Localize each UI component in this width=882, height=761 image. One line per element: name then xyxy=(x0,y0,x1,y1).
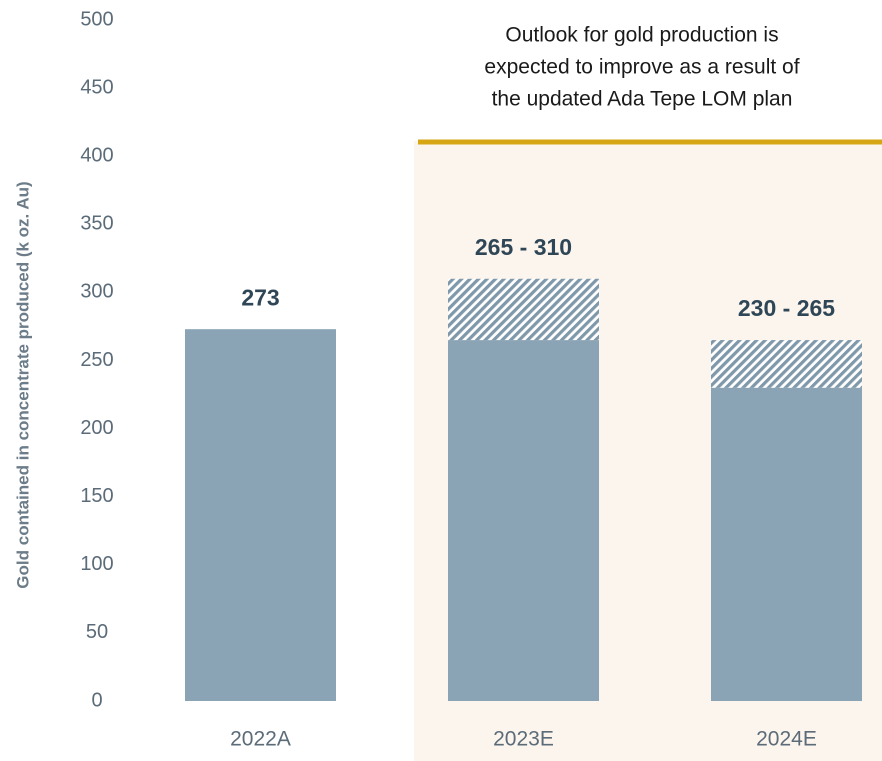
y-tick-label: 450 xyxy=(80,76,113,98)
bar xyxy=(185,329,336,701)
annotation-line: expected to improve as a result of xyxy=(484,56,799,79)
y-tick-label: 200 xyxy=(80,417,113,439)
x-tick-label: 2022A xyxy=(230,728,291,751)
bar-range xyxy=(711,340,862,388)
x-tick-label: 2024E xyxy=(756,728,817,751)
bar xyxy=(711,387,862,701)
y-tick-label: 0 xyxy=(91,689,102,711)
y-tick-label: 150 xyxy=(80,485,113,507)
annotation-line: the updated Ada Tepe LOM plan xyxy=(492,88,793,111)
annotation-line: Outlook for gold production is xyxy=(505,24,778,47)
bar-label: 230 - 265 xyxy=(738,295,835,321)
bar xyxy=(448,340,599,701)
bar-range xyxy=(448,278,599,341)
y-tick-label: 400 xyxy=(80,144,113,166)
y-axis-title: Gold contained in concentrate produced (… xyxy=(13,181,32,588)
y-tick-label: 250 xyxy=(80,349,113,371)
y-tick-label: 300 xyxy=(80,281,113,303)
y-tick-label: 100 xyxy=(80,553,113,575)
bar-label: 265 - 310 xyxy=(475,234,572,260)
x-tick-label: 2023E xyxy=(493,728,554,751)
y-tick-label: 500 xyxy=(80,8,113,30)
y-tick-label: 350 xyxy=(80,213,113,235)
y-tick-label: 50 xyxy=(86,621,108,643)
bar-label: 273 xyxy=(241,284,279,310)
